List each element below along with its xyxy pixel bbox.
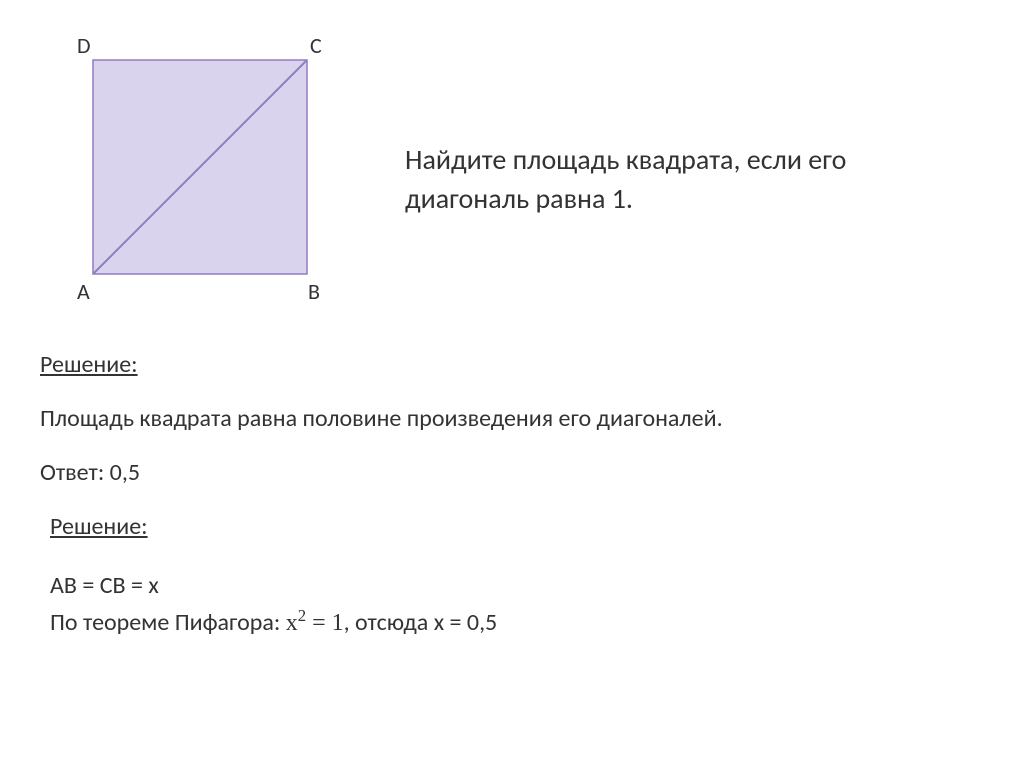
- solution-2: Решение: AB = CB = x По теореме Пифагора…: [50, 512, 984, 637]
- solution1-answer: Ответ: 0,5: [40, 458, 984, 487]
- problem-line1: Найдите площадь квадрата, если его: [405, 140, 846, 179]
- solution1-heading: Решение:: [40, 350, 984, 379]
- problem-statement: Найдите площадь квадрата, если его диаго…: [405, 140, 846, 218]
- solution1-text: Площадь квадрата равна половине произвед…: [40, 404, 984, 433]
- solution2-heading: Решение:: [50, 512, 984, 541]
- solution2-suffix: , отсюда x = 0,5: [344, 608, 498, 637]
- square-diagram: [40, 30, 340, 330]
- solution-1: Решение: Площадь квадрата равна половине…: [40, 350, 984, 487]
- figure-area: D C A B Найдите площадь квадрата, если е…: [40, 30, 984, 330]
- problem-line2: диагональ равна 1.: [405, 179, 846, 218]
- solution2-line1: AB = CB = x: [50, 571, 984, 600]
- solution2-line2: По теореме Пифагора: x2 = 1, отсюда x = …: [50, 606, 984, 637]
- solution2-prefix: По теореме Пифагора:: [50, 608, 286, 637]
- solution2-math: x2 = 1: [286, 610, 344, 636]
